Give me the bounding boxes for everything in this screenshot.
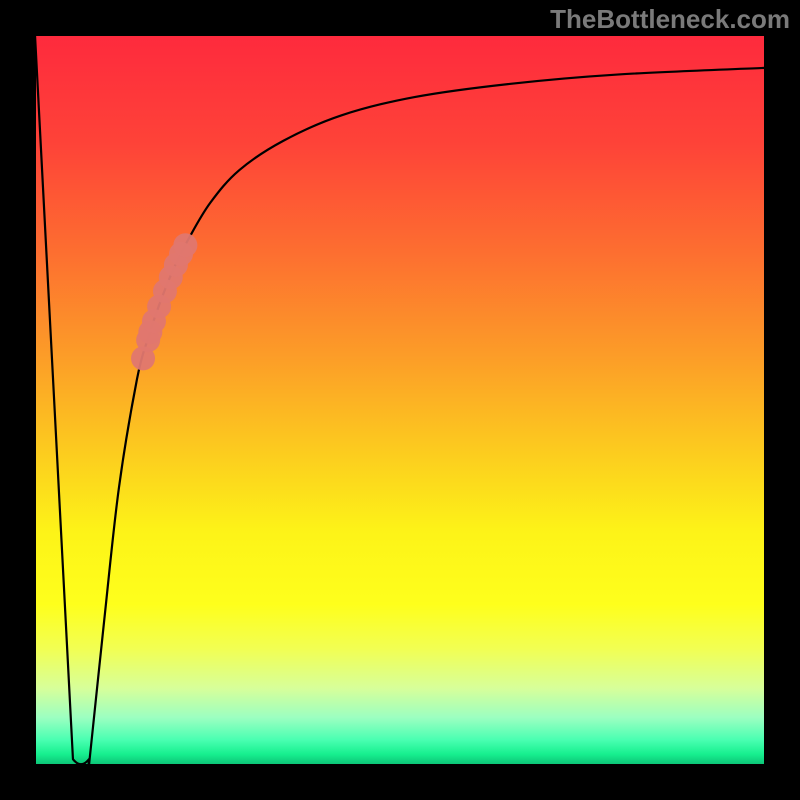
- curve-marker: [173, 233, 197, 257]
- bottleneck-chart: [0, 0, 800, 800]
- watermark-text: TheBottleneck.com: [550, 4, 790, 35]
- plot-gradient-background: [35, 35, 765, 765]
- chart-container: TheBottleneck.com: [0, 0, 800, 800]
